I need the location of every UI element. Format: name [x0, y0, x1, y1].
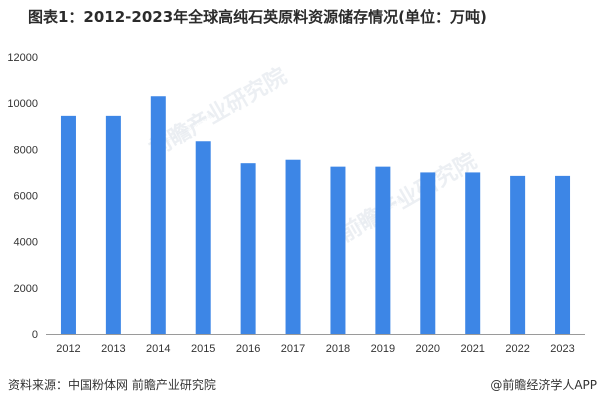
x-tick-label: 2012	[56, 343, 80, 355]
bar-2017	[285, 159, 301, 334]
x-tick-label: 2014	[146, 343, 170, 355]
x-tick-label: 2018	[326, 343, 350, 355]
x-tick-label: 2015	[191, 343, 215, 355]
x-tick-label: 2020	[416, 343, 440, 355]
bar-2014	[150, 96, 166, 334]
bar-2021	[465, 172, 481, 334]
x-tick-label: 2021	[460, 343, 484, 355]
bar-2022	[510, 175, 526, 334]
x-tick-label: 2019	[371, 343, 395, 355]
x-axis: 2012 2013 2014 2015 2016 2017 2018 2019 2020 2021…	[56, 343, 575, 355]
bar-series	[60, 96, 571, 334]
bar-2013	[105, 115, 121, 334]
brand-credit: @前瞻经济学人APP	[490, 378, 597, 392]
x-tick-label: 2016	[236, 343, 260, 355]
x-tick-label: 2013	[101, 343, 125, 355]
y-tick-label: 8000	[14, 144, 38, 156]
y-tick-label: 4000	[14, 237, 38, 249]
x-tick-label: 2023	[550, 343, 574, 355]
bar-2015	[195, 141, 211, 334]
y-tick-label: 0	[32, 329, 38, 341]
x-tick-label: 2022	[505, 343, 529, 355]
x-tick-label: 2017	[281, 343, 305, 355]
bar-2012	[60, 115, 76, 334]
bar-2023	[555, 175, 571, 334]
chart-title: 图表1：2012-2023年全球高纯石英原料资源储存情况(单位：万吨)	[28, 8, 487, 26]
y-tick-label: 10000	[7, 98, 38, 110]
bar-2020	[420, 172, 436, 334]
source-note: 资料来源：中国粉体网 前瞻产业研究院	[8, 378, 216, 392]
bar-2018	[330, 166, 346, 334]
y-tick-label: 2000	[14, 283, 38, 295]
bar-2016	[240, 163, 256, 334]
y-tick-label: 6000	[14, 191, 38, 203]
y-axis: 0 2000 4000 6000 8000 10000 12000	[7, 52, 38, 341]
y-tick-label: 12000	[7, 52, 38, 64]
bar-2019	[375, 166, 391, 334]
